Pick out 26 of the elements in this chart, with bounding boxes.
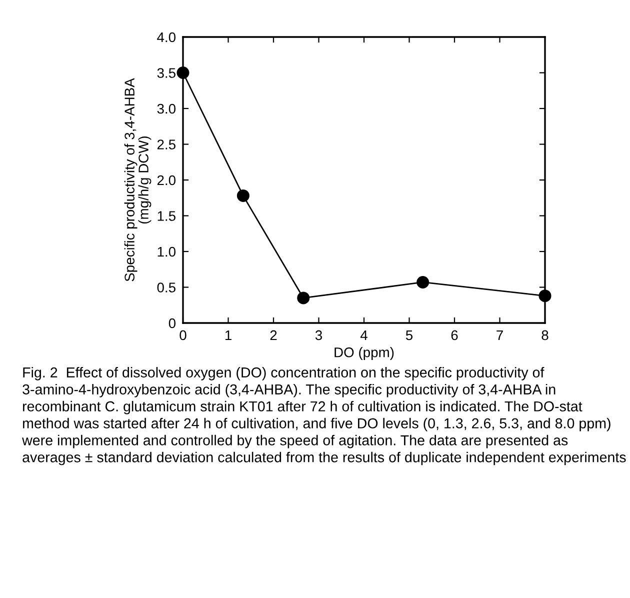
x-tick-label: 3: [315, 330, 322, 340]
x-tick-label: 7: [496, 330, 503, 340]
y-tick-label: 2.0: [157, 175, 176, 186]
point: [538, 290, 552, 302]
x-tick-label: 8: [542, 330, 548, 340]
y-tick-label: 2.5: [157, 140, 176, 150]
point: [416, 276, 430, 288]
y-axis-title: Specific productivity of 3,4-AHBA (mg/h/g DCW): [124, 78, 152, 282]
y-tick-label: 0: [168, 318, 176, 328]
x-tick-label: 6: [451, 330, 458, 340]
y-tick-label: 1.5: [158, 211, 176, 221]
point: [176, 66, 190, 79]
x-tick-label: 0: [180, 330, 186, 340]
y-tick-label: 3.5: [157, 68, 176, 78]
point: [297, 292, 310, 304]
x-tick-label: 2: [270, 330, 277, 340]
x-axis-title: DO (ppm): [334, 347, 394, 360]
x-tick-label: 4: [360, 330, 368, 340]
x-tick-label: 1: [225, 330, 232, 340]
y-tick-label: 4.0: [157, 32, 176, 42]
y-tick-label: 3.0: [157, 104, 176, 114]
caption: Fig. 2 Effect of dissolved oxygen (DO) concentration on the specific productivity of 3-amino-4-hydroxybenzoic acid (3,4-AHBA). The specific productivity of 3,4-AHBA in recombinant C. glutamicum strain KT01 after 72 h of cultivation is indicated. The DO-stat method was started after 24 h of cultivation, and five DO levels (0, 1.3, 2.6, 5.3, and 8.0 ppm) were implemented and controlled by the speed of agitation. The data are presented as averages ± standard deviation calculated from the results of duplicate independent experiments: [22, 367, 626, 466]
x-tick-label: 5: [406, 330, 413, 340]
y-tick-label: 0.5: [157, 282, 176, 292]
point: [236, 189, 250, 202]
y-tick-label: 1.0: [158, 246, 176, 257]
